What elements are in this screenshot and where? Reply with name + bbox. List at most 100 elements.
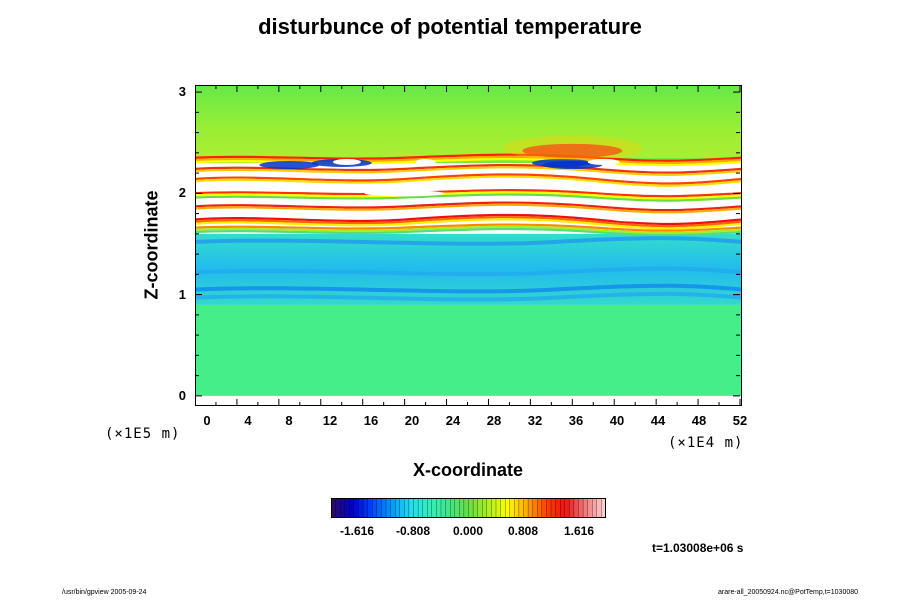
interface-contour-3-0 [195, 189, 742, 198]
time-annotation: t=1.03008e+06 s [652, 541, 744, 555]
x-tick-label: 32 [527, 413, 543, 428]
x-tick-label: 8 [285, 413, 293, 428]
colorbar-swatch [592, 498, 598, 518]
x-units-label: (×1E4 m) [668, 435, 744, 451]
upper-green-band [195, 85, 742, 158]
y-tick-label: 3 [178, 84, 186, 100]
cyan-streak-1 [195, 266, 742, 277]
interface-contour-6-0 [195, 223, 742, 232]
white-patch-2 [587, 158, 620, 165]
x-tick-label: 40 [609, 413, 625, 428]
white-patch-4 [227, 208, 268, 215]
colorbar-swatch [537, 498, 543, 518]
colorbar-swatch [450, 498, 456, 518]
x-tick-label: 12 [322, 413, 338, 428]
colorbar-swatch [436, 498, 442, 518]
colorbar-swatch [505, 498, 511, 518]
interface-contour-1-1 [195, 166, 742, 176]
x-tick-label: 28 [486, 413, 502, 428]
footer-left: /usr/bin/gpview 2005-09-24 [62, 589, 147, 596]
colorbar-swatch [523, 498, 529, 518]
colorbar-swatch [472, 498, 479, 518]
cyan-streak-0 [195, 236, 742, 246]
colorbar-swatch [560, 498, 566, 518]
colorbar-swatch [422, 498, 428, 518]
colorbar-swatch [440, 498, 447, 518]
colorbar-swatch [532, 498, 538, 518]
x-tick-label: 16 [363, 413, 379, 428]
x-tick-label: 44 [650, 413, 666, 428]
interface-contour-3-2 [195, 193, 742, 202]
interface-contour-4-0 [195, 201, 742, 212]
blue-pocket-2 [259, 160, 320, 169]
colorbar-swatch [404, 498, 410, 518]
colorbar-swatch [454, 498, 460, 518]
cyan-streak-2 [195, 283, 742, 294]
colorbar-swatch [362, 498, 369, 518]
interface-contour-5-1 [195, 216, 742, 228]
colorbar-swatch [486, 498, 493, 518]
colorbar-swatch [550, 498, 557, 518]
interface-contour-6-1 [195, 225, 742, 234]
colorbar-swatch [482, 498, 488, 518]
colorbar-swatch [514, 498, 520, 518]
colorbar-swatch [587, 498, 593, 518]
colorbar-tick-label: -0.808 [395, 524, 431, 538]
colorbar-swatch [518, 498, 525, 518]
colorbar-swatch [358, 498, 364, 518]
interface-contour-6-2 [195, 227, 742, 237]
colorbar-swatch [601, 498, 606, 518]
colorbar-swatch [335, 498, 341, 518]
y-tick-label: 2 [178, 185, 186, 201]
x-tick-label: 0 [203, 413, 211, 428]
colorbar-swatch [381, 498, 387, 518]
colorbar-swatch [344, 498, 350, 518]
colorbar-swatch [582, 498, 589, 518]
colorbar-swatch [427, 498, 433, 518]
interface-contour-0-1 [195, 155, 742, 165]
interface-contour-5-0 [195, 213, 742, 226]
colorbar-swatch [340, 498, 346, 518]
colorbar-swatch [477, 498, 483, 518]
cyan-streak-3 [195, 291, 742, 302]
x-tick-label: 24 [445, 413, 461, 428]
colorbar-swatch [367, 498, 373, 518]
colorbar-tick-label: 0.000 [452, 524, 484, 538]
interface-contour-3-1 [195, 191, 742, 200]
colorbar-swatch [527, 498, 534, 518]
x-tick-label: 20 [404, 413, 420, 428]
colorbar-swatch [491, 498, 497, 518]
colorbar-swatch [390, 498, 396, 518]
colorbar [331, 498, 606, 518]
colorbar-swatch [372, 498, 378, 518]
colorbar-swatch [413, 498, 419, 518]
colorbar-swatch [569, 498, 575, 518]
y-tick-label: 1 [178, 286, 186, 302]
y-units-label: (×1E5 m) [105, 426, 181, 442]
colorbar-swatch [353, 498, 360, 518]
interface-contour-2-0 [195, 173, 742, 185]
colorbar-swatch [408, 498, 415, 518]
warm-blob [522, 143, 623, 158]
colorbar-swatch [463, 498, 470, 518]
white-patch-0 [332, 158, 361, 165]
y-axis-title: Z-coordinate [141, 190, 162, 300]
interface-contour-4-1 [195, 203, 742, 214]
colorbar-swatch [431, 498, 438, 518]
colorbar-tick-label: 1.616 [563, 524, 595, 538]
chart-title: disturbunce of potential temperature [258, 14, 642, 39]
colorbar-swatch [349, 498, 355, 518]
colorbar-swatch [399, 498, 405, 518]
heatmap-plot [195, 85, 742, 406]
colorbar-swatch [564, 498, 570, 518]
white-patch-3 [364, 190, 445, 197]
y-tick-label: 0 [178, 387, 186, 403]
colorbar-tick-label: -1.616 [339, 524, 375, 538]
blue-pocket-3 [542, 160, 603, 169]
colorbar-swatch [541, 498, 548, 518]
colorbar-swatch [546, 498, 552, 518]
x-tick-label: 48 [691, 413, 707, 428]
colorbar-swatch [445, 498, 451, 518]
white-patch-1 [415, 158, 436, 165]
x-tick-label: 4 [244, 413, 252, 428]
